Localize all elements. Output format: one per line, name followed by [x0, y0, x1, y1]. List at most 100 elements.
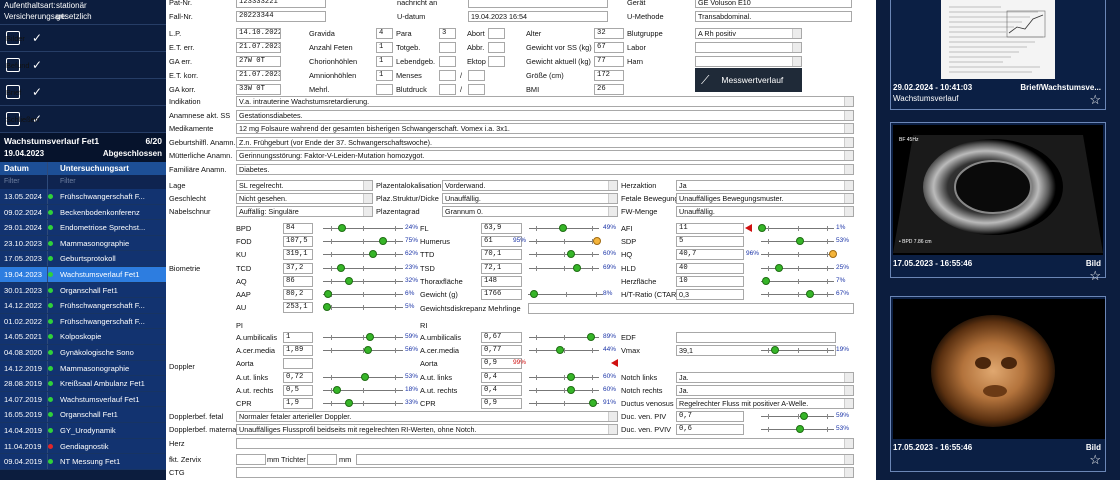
history-field[interactable]: Gestationsdiabetes.	[236, 109, 854, 121]
exam-row[interactable]: 16.05.2019 Organschall Fet1	[0, 407, 166, 423]
harn-field[interactable]	[695, 56, 802, 67]
doppler-pi-field[interactable]: 0,5	[283, 384, 313, 396]
blutgruppe-field[interactable]: A Rh positiv	[695, 28, 802, 39]
percentile-slider[interactable]	[761, 346, 834, 355]
star-icon[interactable]: ☆	[1089, 268, 1101, 283]
fetal-bew-field[interactable]: Unauffälliges Bewegungsmuster.	[676, 193, 854, 204]
exam-row[interactable]: 01.02.2022 Frühschwangerschaft F...	[0, 313, 166, 330]
history-field[interactable]: Diabetes.	[236, 163, 854, 175]
exam-row[interactable]: 13.05.2024 Frühschwangerschaft F...	[0, 189, 166, 205]
percentile-slider[interactable]	[529, 399, 599, 408]
gakorr-field[interactable]: 33W 0T	[236, 84, 281, 95]
doppler-ri-field[interactable]: 0,77	[481, 345, 522, 357]
percentile-slider[interactable]	[761, 250, 837, 259]
thumbnail-tile[interactable]: 29.02.2024 - 10:41:03 Brief/Wachstumsve..…	[890, 0, 1106, 110]
biometry-field[interactable]: 40	[676, 262, 744, 274]
percentile-slider[interactable]	[761, 425, 834, 434]
percentile-slider[interactable]	[757, 224, 834, 233]
zervix-note-field[interactable]	[356, 454, 854, 465]
plaz-grad-field[interactable]: Grannum 0.	[442, 206, 618, 217]
biometry-field[interactable]: 86	[283, 275, 313, 287]
history-field[interactable]: Z.n. Frühgeburt (vor Ende der 37. Schwan…	[236, 136, 854, 148]
eterr-field[interactable]: 21.07.2023	[236, 42, 281, 53]
biometry-field[interactable]: 70,1	[481, 249, 522, 261]
doppler-right-field[interactable]: 39,1	[676, 345, 836, 357]
doppler-right-field[interactable]: Ja.	[676, 384, 854, 396]
doppler-pi-field[interactable]: 1,89	[283, 345, 313, 357]
udatum-field[interactable]: 19.04.2023 16:54	[468, 11, 608, 22]
doppler-ri-field[interactable]: 0,9	[481, 398, 522, 409]
biometry-field[interactable]: 72,1	[481, 262, 522, 274]
biometry-field[interactable]: 11	[676, 223, 744, 234]
groesse-field[interactable]: 172	[594, 70, 624, 81]
percentile-slider[interactable]	[529, 224, 599, 233]
history-field[interactable]: Gerinnungsstörung: Faktor-V-Leiden-Mutat…	[236, 150, 854, 161]
filter-untersuchungsart[interactable]: Filter	[60, 178, 76, 185]
biometry-field[interactable]: 253,1	[283, 302, 313, 314]
exam-row[interactable]: 17.05.2023 Geburtsprotokoll	[0, 251, 166, 267]
action-bilder[interactable]: Bilder ✓	[0, 24, 166, 51]
doppler-right-field[interactable]: Ja.	[676, 371, 854, 383]
biometry-field[interactable]: 1766	[481, 289, 522, 300]
doppler-pi-field[interactable]: 0,72	[283, 371, 313, 383]
lebend-field[interactable]	[439, 56, 456, 67]
percentile-slider[interactable]	[323, 303, 403, 312]
percentile-slider[interactable]	[323, 333, 403, 342]
action-befund[interactable]: Befund ✓	[0, 51, 166, 78]
exam-row[interactable]: 19.04.2023 Wachstumsverlauf Fet1	[0, 266, 166, 283]
exam-row[interactable]: 04.08.2020 Gynäkologische Sono	[0, 344, 166, 361]
anzahl-feten-field[interactable]: 1	[376, 42, 393, 53]
percentile-slider[interactable]	[529, 263, 599, 273]
menses-field-2[interactable]	[468, 70, 485, 81]
percentile-slider[interactable]	[761, 237, 834, 246]
labor-field[interactable]	[695, 42, 802, 53]
percentile-slider[interactable]	[529, 333, 599, 342]
percentile-slider[interactable]	[529, 237, 601, 246]
exam-row[interactable]: 29.01.2024 Endometriose Sprechst...	[0, 220, 166, 236]
exam-row[interactable]: 14.07.2019 Wachstumsverlauf Fet1	[0, 391, 166, 408]
trichter-field[interactable]	[307, 454, 337, 465]
fw-field[interactable]: Unauffällig.	[676, 206, 854, 217]
action-brief[interactable]: Brief ✓	[0, 78, 166, 105]
plaz-struk-field[interactable]: Unauffällig.	[442, 193, 618, 204]
herz-field[interactable]	[236, 438, 854, 449]
plaz-lok-field[interactable]: Vorderwand.	[442, 180, 618, 191]
biometry-field[interactable]: 80,2	[283, 289, 313, 300]
biometry-field[interactable]: 10	[676, 275, 744, 287]
biometry-field[interactable]: 5	[676, 236, 744, 248]
abbr-field[interactable]	[488, 42, 505, 53]
gewicht_vor-field[interactable]: 67	[594, 42, 624, 53]
exam-row[interactable]: 14.12.2022 Frühschwangerschaft F...	[0, 298, 166, 314]
nachricht-field[interactable]	[468, 0, 608, 8]
percentile-slider[interactable]	[529, 250, 599, 259]
thumbnail-tile[interactable]: 17.05.2023 - 16:55:46 Bild ☆	[890, 296, 1106, 472]
percentile-slider[interactable]	[323, 346, 403, 355]
biometry-field[interactable]: 84	[283, 223, 313, 234]
para-field[interactable]: 3	[439, 28, 456, 39]
exam-row[interactable]: 14.12.2019 Mammasonographie	[0, 360, 166, 377]
biometry-field[interactable]: 61	[481, 236, 522, 248]
doppler-right-field[interactable]: Regelrechter Fluss mit positiver A-Welle…	[676, 398, 854, 409]
amnion-field[interactable]: 1	[376, 70, 393, 81]
bmi-field[interactable]: 26	[594, 84, 624, 95]
doppler-ri-field[interactable]: 0,4	[481, 371, 522, 383]
filter-datum[interactable]: Filter	[0, 175, 48, 189]
menses-field[interactable]	[439, 70, 456, 81]
exam-row[interactable]: 09.02.2024 Beckenbodenkonferenz	[0, 204, 166, 221]
doppler-pi-field[interactable]: 1	[283, 332, 313, 343]
biometry-field[interactable]: 0,3	[676, 289, 744, 300]
percentile-slider[interactable]	[529, 346, 599, 355]
lp-field[interactable]: 14.10.2022	[236, 28, 281, 39]
col-untersuchungsart[interactable]: Untersuchungsart	[60, 164, 129, 173]
biometry-field[interactable]: 107,5	[283, 236, 313, 248]
history-field[interactable]: V.a. intrauterine Wachstumsretardierung.	[236, 96, 854, 107]
exam-row[interactable]: 30.01.2023 Organschall Fet1	[0, 282, 166, 299]
percentile-slider[interactable]	[761, 276, 834, 286]
doppler-ri-field[interactable]: 0,67	[481, 332, 522, 343]
percentile-slider[interactable]	[323, 237, 403, 246]
biometry-field[interactable]: 148	[481, 275, 522, 287]
biometry-field[interactable]: 37,2	[283, 262, 313, 274]
doppler-pi-field[interactable]	[283, 358, 313, 370]
ektop-field[interactable]	[488, 56, 505, 67]
percentile-slider[interactable]	[323, 290, 403, 299]
